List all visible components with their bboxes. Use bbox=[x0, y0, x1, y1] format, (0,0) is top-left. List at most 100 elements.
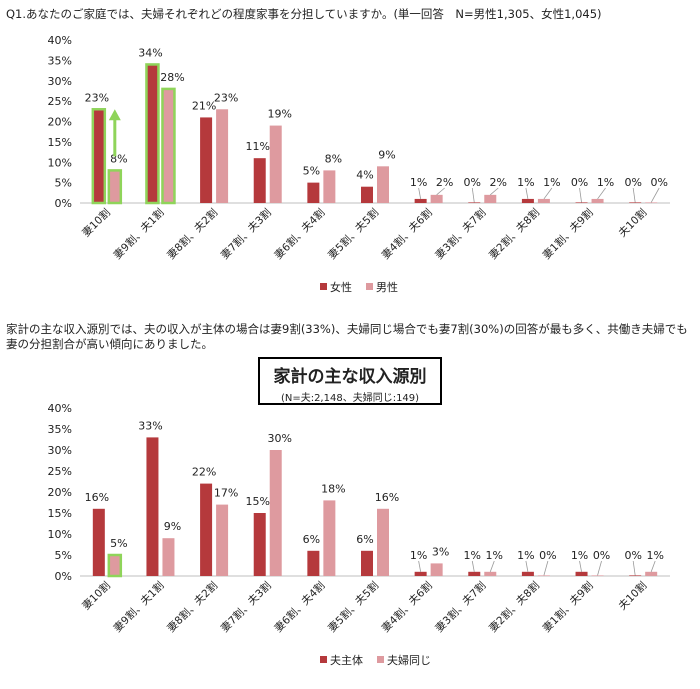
y-tick-label: 10% bbox=[48, 156, 72, 169]
data-label: 8% bbox=[325, 152, 342, 165]
bar-b-1 bbox=[161, 87, 176, 205]
data-label: 0% bbox=[571, 176, 588, 189]
legend-swatch bbox=[366, 283, 373, 290]
data-label-leader bbox=[490, 187, 499, 196]
bar-a-4 bbox=[307, 182, 320, 203]
category-label: 妻4割、夫6割 bbox=[379, 579, 435, 635]
bar-a-1 bbox=[146, 437, 159, 576]
bar-a-0 bbox=[91, 108, 107, 205]
data-label: 17% bbox=[214, 487, 238, 500]
question-title: Q1.あなたのご家庭では、夫婦それぞれどの程度家事を分担していますか。(単一回答… bbox=[6, 7, 602, 21]
y-tick-label: 30% bbox=[48, 444, 72, 457]
y-tick-label: 0% bbox=[55, 570, 72, 583]
bar-b-10 bbox=[645, 571, 658, 576]
bar-a-8 bbox=[521, 571, 534, 576]
bar-a-9 bbox=[575, 571, 588, 576]
y-tick-label: 35% bbox=[48, 54, 72, 67]
data-label-leader bbox=[525, 560, 529, 572]
chart-housework-by-gender: 0%5%10%15%20%25%30%35%40%23%8%妻10割34%28%… bbox=[48, 34, 670, 294]
data-label: 0% bbox=[650, 176, 667, 189]
y-tick-label: 5% bbox=[55, 177, 72, 190]
data-label: 1% bbox=[464, 549, 481, 562]
bar-b-2 bbox=[216, 504, 229, 576]
category-label: 妻6割、夫4割 bbox=[272, 579, 328, 635]
data-label: 1% bbox=[543, 176, 560, 189]
category-label: 妻3割、夫7割 bbox=[433, 579, 489, 635]
data-label-leader bbox=[597, 187, 606, 200]
data-label: 21% bbox=[192, 99, 216, 112]
category-label: 妻9割、夫1割 bbox=[111, 579, 167, 635]
bar-a-5 bbox=[361, 550, 373, 576]
data-label: 1% bbox=[517, 176, 534, 189]
legend-label: 女性 bbox=[330, 280, 352, 294]
data-label-leader bbox=[489, 560, 495, 572]
trend-arrow-head bbox=[108, 109, 121, 121]
legend-label: 夫婦同じ bbox=[387, 653, 431, 667]
data-label-leader bbox=[579, 187, 582, 203]
data-label-leader bbox=[650, 187, 660, 203]
bar-b-0 bbox=[107, 169, 123, 205]
bar-b-0 bbox=[107, 553, 123, 578]
data-label: 5% bbox=[110, 537, 127, 550]
bar-b-3 bbox=[269, 450, 282, 576]
data-label: 5% bbox=[303, 165, 320, 178]
bar-b-7 bbox=[484, 571, 497, 576]
bar-b-3 bbox=[269, 125, 282, 203]
data-label: 1% bbox=[571, 549, 588, 562]
data-label: 19% bbox=[268, 108, 292, 121]
data-label: 0% bbox=[624, 549, 641, 562]
bar-a-4 bbox=[307, 550, 320, 576]
y-tick-label: 40% bbox=[48, 402, 72, 415]
category-label: 妻2割、夫8割 bbox=[486, 579, 542, 635]
bar-b-4 bbox=[323, 170, 336, 203]
bar-a-7 bbox=[468, 202, 481, 203]
chart2-title-box: 家計の主な収入源別 (N=夫:2,148、夫婦同じ:149) bbox=[258, 357, 442, 405]
category-label: 妻8割、夫2割 bbox=[164, 579, 220, 635]
data-label: 33% bbox=[138, 419, 162, 432]
bar-a-6 bbox=[414, 198, 427, 203]
bar-b-1 bbox=[162, 538, 175, 576]
y-tick-label: 35% bbox=[48, 423, 72, 436]
bar-a-9 bbox=[575, 202, 588, 203]
chart2-title: 家計の主な収入源別 bbox=[273, 367, 427, 387]
data-label-leader bbox=[436, 187, 445, 196]
bar-b-7 bbox=[484, 194, 497, 203]
data-label: 23% bbox=[214, 91, 238, 104]
data-label-leader bbox=[632, 560, 636, 576]
y-tick-label: 30% bbox=[48, 75, 72, 88]
bar-a-2 bbox=[200, 117, 213, 203]
data-label: 1% bbox=[517, 549, 534, 562]
data-label: 22% bbox=[192, 466, 216, 479]
bar-a-6 bbox=[414, 571, 427, 576]
data-label: 1% bbox=[410, 176, 427, 189]
data-label: 1% bbox=[486, 549, 503, 562]
legend-label: 夫主体 bbox=[330, 653, 363, 667]
bar-a-10 bbox=[629, 202, 642, 203]
data-label: 6% bbox=[303, 533, 320, 546]
data-label: 23% bbox=[85, 91, 109, 104]
data-label: 16% bbox=[375, 491, 399, 504]
data-label: 4% bbox=[356, 169, 373, 182]
legend-swatch bbox=[320, 283, 327, 290]
data-label-leader bbox=[579, 560, 582, 572]
bar-b-5 bbox=[377, 166, 389, 203]
bar-b-10 bbox=[645, 202, 658, 203]
bar-b-6 bbox=[430, 563, 443, 576]
data-label-leader bbox=[543, 187, 553, 200]
data-label-leader bbox=[597, 560, 602, 576]
data-label-leader bbox=[471, 560, 475, 572]
data-label-leader bbox=[632, 187, 636, 203]
y-tick-label: 0% bbox=[55, 197, 72, 210]
legend-swatch bbox=[320, 656, 327, 663]
bar-b-8 bbox=[537, 198, 550, 203]
data-label: 11% bbox=[246, 140, 270, 153]
data-label: 0% bbox=[593, 549, 610, 562]
category-label: 妻1割、夫9割 bbox=[540, 579, 596, 635]
bar-a-0 bbox=[92, 508, 105, 576]
data-label: 15% bbox=[246, 495, 270, 508]
legend-swatch bbox=[377, 656, 384, 663]
data-label: 2% bbox=[436, 176, 453, 189]
bar-b-8 bbox=[537, 575, 550, 576]
data-label-leader bbox=[418, 560, 422, 572]
